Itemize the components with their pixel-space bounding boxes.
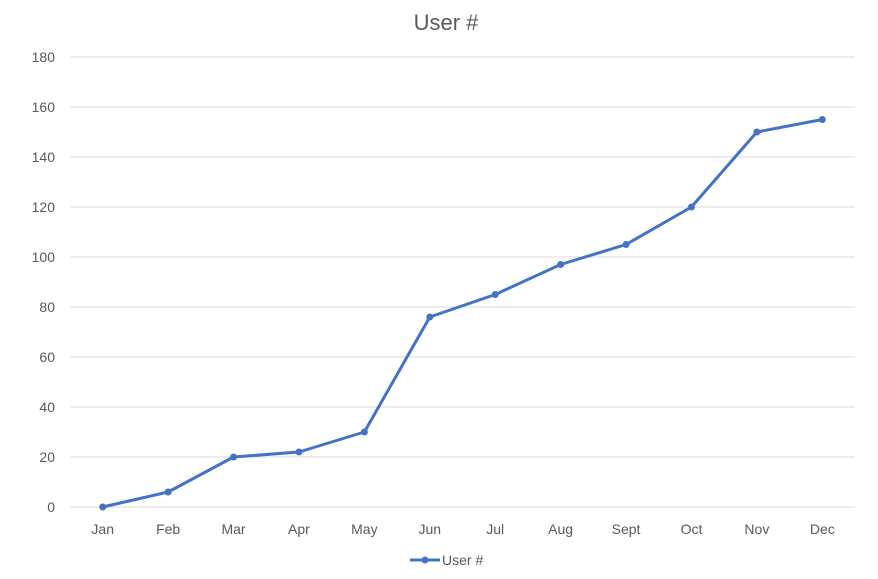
series-points [99, 116, 826, 511]
y-axis-tick-labels: 0 20 40 60 80 100 120 140 160 180 [32, 49, 56, 515]
x-tick-label-mar: Mar [221, 521, 245, 537]
x-tick-label-dec: Dec [810, 521, 835, 537]
data-point-mar [230, 453, 238, 461]
chart-title: User # [414, 10, 480, 35]
legend: User # [410, 552, 483, 568]
x-tick-label-jul: Jul [486, 521, 504, 537]
x-tick-label-nov: Nov [744, 521, 769, 537]
y-tick-label-120: 120 [32, 199, 56, 215]
data-point-aug [557, 261, 565, 268]
y-tick-label-0: 0 [47, 499, 55, 515]
data-point-jun [426, 313, 434, 321]
data-point-oct [687, 203, 695, 211]
x-tick-label-feb: Feb [156, 521, 180, 537]
y-tick-label-140: 140 [32, 149, 56, 165]
data-point-nov [753, 128, 761, 136]
x-tick-label-may: May [351, 521, 377, 537]
data-point-dec [818, 116, 826, 123]
data-point-jul [491, 291, 499, 298]
legend-label: User # [442, 552, 483, 568]
series-lines [101, 118, 824, 509]
x-tick-label-jan: Jan [91, 521, 114, 537]
legend-marker [421, 556, 429, 564]
y-tick-label-60: 60 [39, 349, 55, 365]
x-tick-label-apr: Apr [288, 521, 310, 537]
y-tick-label-40: 40 [39, 399, 55, 415]
data-point-may [360, 428, 368, 436]
y-tick-label-180: 180 [32, 49, 56, 65]
y-tick-label-80: 80 [39, 299, 55, 315]
y-tick-label-20: 20 [39, 449, 55, 465]
x-tick-label-sept: Sept [612, 521, 641, 537]
x-tick-label-aug: Aug [548, 521, 573, 537]
y-tick-label-100: 100 [32, 249, 56, 265]
data-point-feb [164, 488, 172, 496]
gridlines [70, 56, 855, 458]
x-tick-label-jun: Jun [419, 521, 442, 537]
data-point-apr [295, 448, 303, 456]
x-axis-tick-labels: Jan Feb Mar Apr May Jun Jul Aug Sept Oct Nov Dec [91, 521, 834, 537]
series-line-0 [101, 118, 824, 509]
x-tick-label-oct: Oct [681, 521, 703, 537]
data-point-sept [622, 241, 630, 248]
data-point-jan [99, 503, 107, 511]
y-tick-label-160: 160 [32, 99, 56, 115]
